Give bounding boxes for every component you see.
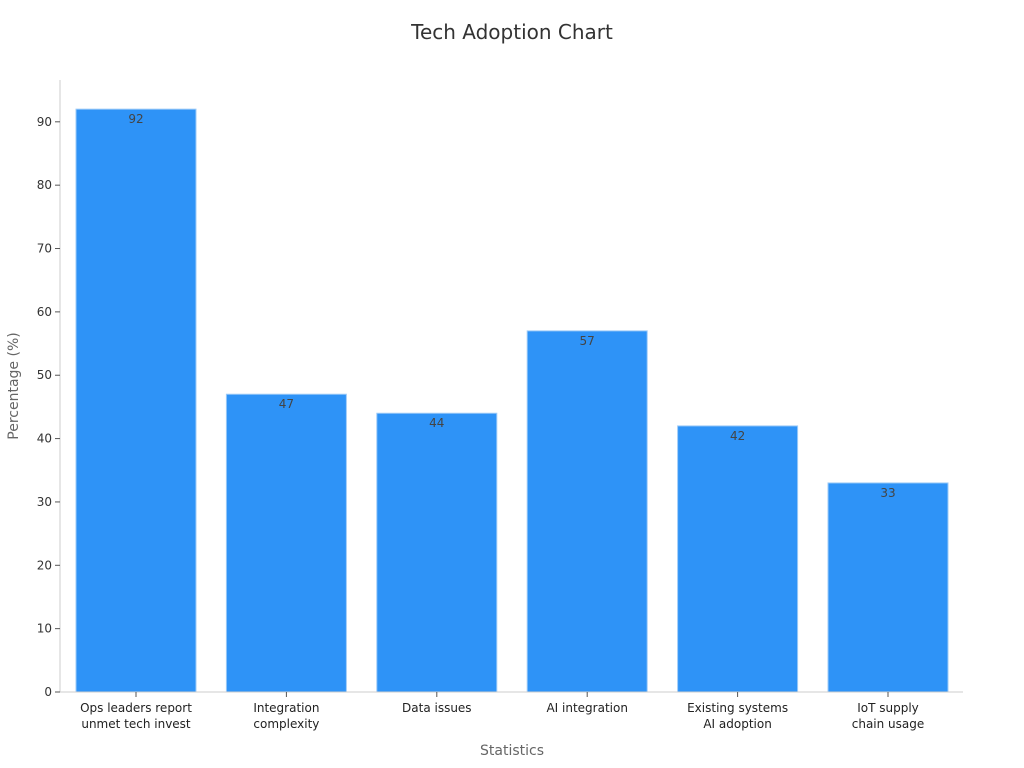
bar-value-label: 47 [279, 397, 294, 411]
y-tick-label: 20 [37, 558, 52, 572]
y-tick-label: 0 [44, 685, 52, 699]
x-tick-label: Integration complexity [253, 701, 319, 731]
bar [827, 482, 949, 693]
y-tick-label: 80 [37, 178, 52, 192]
x-axis-title: Statistics [480, 743, 544, 759]
x-tick-label: Ops leaders report unmet tech invest [80, 701, 192, 731]
axes-layer: 0 10 20 30 40 50 60 70 80 90 [37, 80, 963, 699]
bar-value-label: 42 [730, 429, 745, 443]
y-tick-label: 10 [37, 622, 52, 636]
bar-value-label: 57 [580, 334, 595, 348]
bar-value-label: 92 [128, 112, 143, 126]
y-tick-label: 30 [37, 495, 52, 509]
x-tick-label: IoT supply chain usage [852, 701, 925, 731]
bar [376, 412, 498, 693]
bar-value-label: 44 [429, 416, 444, 430]
x-tick-label: AI integration [546, 701, 627, 715]
y-tick-label: 90 [37, 115, 52, 129]
bars-layer [75, 108, 949, 693]
y-tick-label: 60 [37, 305, 52, 319]
chart-title: Tech Adoption Chart [411, 20, 613, 44]
labels-layer: 92 Ops leaders report unmet tech invest 47 I… [6, 112, 924, 759]
x-tick-label: Existing systems AI adoption [687, 701, 788, 731]
bar [677, 425, 799, 693]
x-tick-label: Data issues [402, 701, 472, 715]
y-tick-label: 70 [37, 242, 52, 256]
y-axis-title: Percentage (%) [6, 332, 22, 439]
bar [526, 330, 648, 693]
bar [75, 108, 197, 693]
y-tick-label: 40 [37, 432, 52, 446]
bar [225, 393, 347, 693]
y-tick-label: 50 [37, 368, 52, 382]
bar-value-label: 33 [880, 486, 895, 500]
